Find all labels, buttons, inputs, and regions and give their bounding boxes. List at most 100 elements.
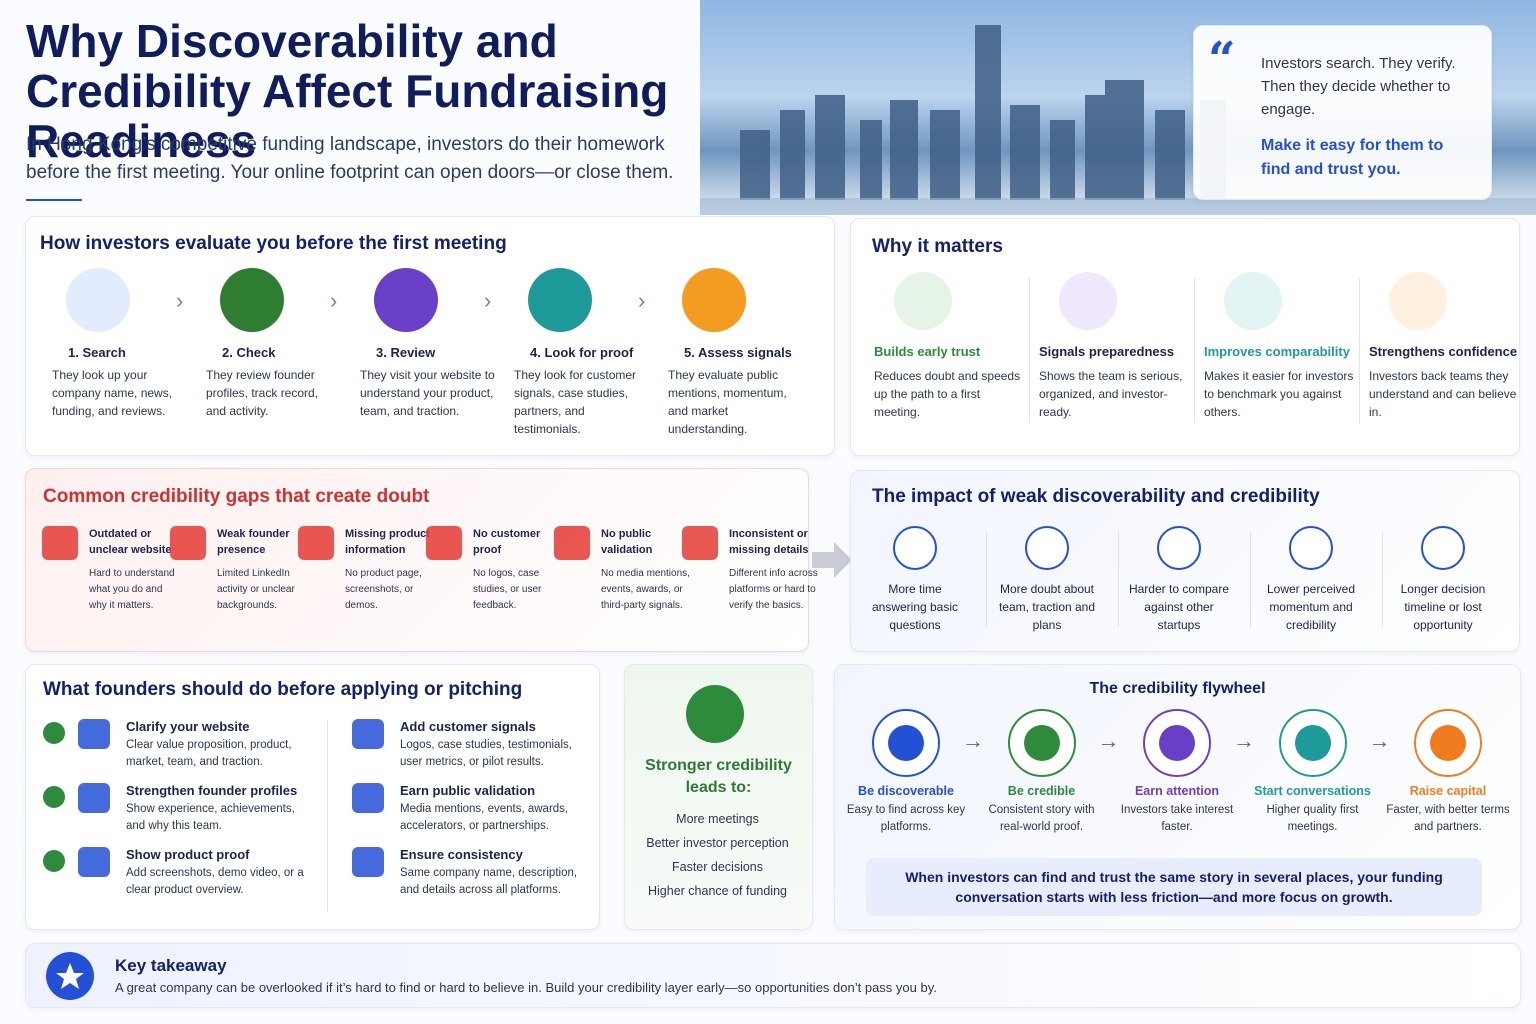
gap-text: Limited LinkedIn activity or unclear bac… <box>217 568 295 611</box>
gap-title: No public validation <box>601 528 653 556</box>
gap-icon <box>426 526 462 560</box>
icon <box>220 268 284 332</box>
impact-label: Lower perceived momentum and credibility <box>1266 582 1356 632</box>
divider <box>986 532 987 627</box>
flywheel-note: When investors can find and trust the sa… <box>866 858 1482 916</box>
step-title: 2. Check <box>222 345 276 360</box>
icon <box>43 850 65 872</box>
evaluate-card: How investors evaluate you before the fi… <box>25 216 835 456</box>
step-text: They look up your company name, news, fu… <box>52 368 173 418</box>
step-title: 1. Search <box>68 345 126 360</box>
section-title: What founders should do before applying … <box>43 679 523 700</box>
actions-card: What founders should do before applying … <box>25 664 600 930</box>
impact-label: Harder to compare against other startups <box>1128 582 1230 632</box>
skyline <box>700 25 1536 215</box>
icon <box>1023 725 1060 761</box>
flywheel-step-title: Start conversations <box>1254 784 1371 798</box>
flywheel-step-title: Be credible <box>1007 784 1076 798</box>
action-title: Strengthen founder profiles <box>126 783 298 798</box>
divider <box>1194 278 1195 423</box>
section-title: Common credibility gaps that create doub… <box>43 486 430 507</box>
flow-arrow: → <box>962 728 984 753</box>
section-title: The credibility flywheel <box>1089 680 1266 697</box>
icon <box>374 268 438 332</box>
action-text: Logos, case studies, testimonials, user … <box>400 739 572 768</box>
flow-arrow: → <box>1233 728 1255 753</box>
flywheel-step-text: Easy to find across key platforms. <box>846 804 966 833</box>
gap-icon <box>298 526 334 560</box>
flywheel-step-text: Consistent story with real-world proof. <box>988 804 1095 833</box>
icon <box>893 526 937 570</box>
action-title: Ensure consistency <box>400 847 523 862</box>
icon <box>1289 526 1333 570</box>
step-title: 5. Assess signals <box>684 345 792 360</box>
divider <box>1118 532 1119 627</box>
why-title: Signals preparedness <box>1039 344 1175 359</box>
section-title: The impact of weak discoverability and c… <box>872 486 1320 507</box>
action-text: Show experience, achievements, and why t… <box>126 803 295 832</box>
why-title: Strengthens confidence <box>1369 344 1518 359</box>
outcome-item: More meetings <box>676 812 759 826</box>
trophy-icon <box>686 685 744 743</box>
divider <box>1250 532 1251 627</box>
action-icon <box>78 719 110 749</box>
why-title: Builds early trust <box>874 344 981 359</box>
icon <box>1224 272 1282 330</box>
gap-icon <box>554 526 590 560</box>
why-text: Shows the team is serious, organized, an… <box>1039 369 1183 419</box>
outcomes-title: Stronger credibility leads to: <box>645 757 792 796</box>
flywheel-step-title: Be discoverable <box>858 784 954 798</box>
takeaway-text: A great company can be overlooked if it’… <box>115 980 937 995</box>
gap-title: Weak founder presence <box>217 528 290 556</box>
gap-text: No product page, screenshots, or demos. <box>345 568 422 611</box>
flow-arrow: → <box>1368 728 1391 753</box>
page-subtitle: In Hong Kong’s competitive funding lands… <box>26 134 674 183</box>
action-title: Add customer signals <box>400 719 536 734</box>
flywheel-step-title: Earn attention <box>1134 784 1220 798</box>
why-text: Investors back teams they understand and… <box>1369 369 1517 419</box>
impact-label: More time answering basic questions <box>871 582 959 632</box>
gap-icon <box>170 526 206 560</box>
icon <box>43 722 65 744</box>
section-title: How investors evaluate you before the fi… <box>40 233 507 254</box>
flywheel-step-text: Investors take interest faster. <box>1120 804 1234 833</box>
chevron: › <box>484 288 492 313</box>
gap-title: Inconsistent or missing details <box>729 528 809 556</box>
gap-text: Different info across platforms or hard … <box>729 568 818 611</box>
quote-emphasis: Make it easy for them to find and trust … <box>1261 137 1444 178</box>
icon <box>1421 526 1465 570</box>
star <box>56 963 84 989</box>
action-text: Add screenshots, demo video, or a clear … <box>126 867 304 896</box>
action-text: Same company name, description, and deta… <box>400 867 578 896</box>
gap-title: Missing product information <box>345 528 430 556</box>
action-text: Clear value proposition, product, market… <box>126 739 292 768</box>
gap-text: No media mentions, events, awards, or th… <box>601 568 690 611</box>
gap-icon <box>682 526 718 560</box>
divider <box>1029 278 1030 423</box>
icon <box>1430 725 1466 761</box>
gap-title: Outdated or unclear website <box>89 528 172 556</box>
quote-text: Investors search. They verify. Then they… <box>1261 55 1456 118</box>
gap-text: Hard to understand what you do and why i… <box>89 568 175 611</box>
icon <box>1157 526 1201 570</box>
step-title: 3. Review <box>376 345 436 360</box>
gap-icon <box>42 526 78 560</box>
flywheel-step-text: Faster, with better terms and partners. <box>1386 804 1510 833</box>
outcome-item: Faster decisions <box>671 860 763 874</box>
flywheel-step-text: Higher quality first meetings. <box>1266 804 1359 833</box>
takeaway-card: Key takeaway A great company can be over… <box>25 943 1521 1008</box>
flywheel-card: The credibility flywheel When investors … <box>834 664 1521 930</box>
takeaway-title: Key takeaway <box>115 956 227 975</box>
icon <box>1159 725 1195 761</box>
icon <box>682 268 746 332</box>
action-title: Earn public validation <box>400 783 536 798</box>
action-icon <box>78 783 110 813</box>
icon <box>528 268 592 332</box>
quote-box: “ Investors search. They verify. Then th… <box>1193 25 1492 200</box>
arrow <box>812 542 852 578</box>
icon <box>888 725 924 761</box>
step-title: 4. Look for proof <box>530 345 634 360</box>
gaps-card: Common credibility gaps that create doub… <box>25 468 809 652</box>
action-icon <box>352 847 384 877</box>
icon <box>43 786 65 808</box>
